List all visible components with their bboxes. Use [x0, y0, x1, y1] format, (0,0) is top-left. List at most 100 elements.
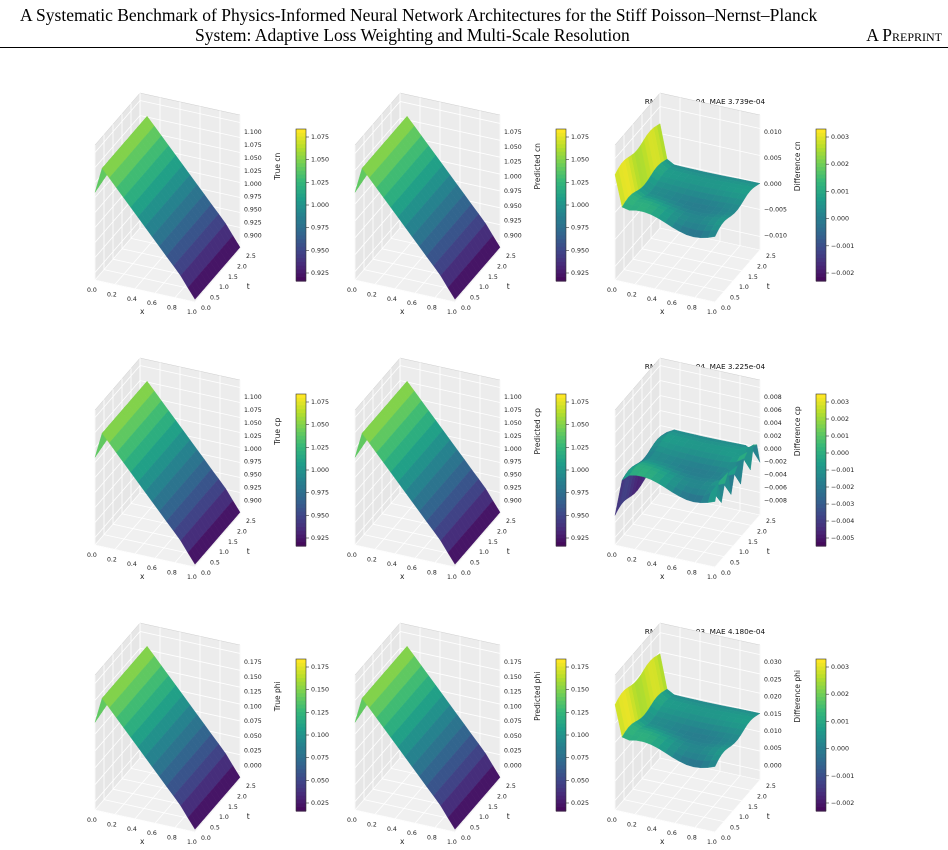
x-tick-label: 0.2 [627, 556, 637, 563]
colorbar-segment [296, 803, 306, 808]
t-tick-label: 2.0 [497, 793, 507, 800]
colorbar-segment [816, 538, 826, 543]
colorbar-segment [296, 538, 306, 543]
page-header: A Systematic Benchmark of Physics-Inform… [0, 0, 948, 48]
x-tick-label: 1.0 [707, 839, 717, 846]
colorbar-segment [296, 170, 306, 176]
z-axis-label: True phi [273, 681, 282, 712]
t-axis-label: t [767, 282, 770, 291]
panel-diff-cn: Difference cn 0.0 0.2 0.4 0.6 0.8 1.0 x 0.0 0.5 1.… [607, 92, 854, 316]
grid-line [94, 115, 141, 168]
z-tick-label: 0.025 [244, 748, 262, 755]
colorbar-segment [296, 201, 306, 206]
figure-3d-surface-grid: RMSE 6.613e-04, MAE 3.739e-04True cn0.00… [87, 92, 854, 846]
colorbar-segment [816, 795, 826, 801]
colorbar-segment [816, 409, 826, 414]
colorbar-segment [816, 208, 826, 214]
colorbar-segment [296, 155, 306, 160]
colorbar-segment [556, 424, 566, 429]
colorbar-segment [296, 435, 306, 441]
colorbar-segment [296, 527, 306, 532]
grid-line [354, 380, 401, 433]
colorbar-segment [816, 140, 826, 145]
colorbar-segment [556, 712, 566, 717]
colorbar-tick-label: 0.075 [571, 755, 589, 762]
grid-line [623, 269, 725, 292]
colorbar-tick-label: 1.050 [311, 422, 329, 429]
colorbar-segment [556, 780, 566, 785]
t-tick-label: 2.0 [757, 263, 767, 270]
x-tick-label: 0.8 [427, 835, 437, 842]
colorbar-tick-label: −0.001 [831, 467, 854, 474]
colorbar-segment [816, 394, 826, 399]
z-tick-label: 0.975 [244, 194, 262, 201]
colorbar-frame [815, 128, 827, 282]
grid-line [650, 238, 752, 261]
panel-pred-cp: Predicted cp 0.0 0.2 0.4 0.6 0.8 1.0 x 0.0 0.5 1.0… [347, 357, 589, 581]
colorbar-segment [816, 784, 826, 789]
colorbar-tick-label: 0.925 [571, 535, 589, 542]
grid-line [103, 799, 205, 822]
x-tick-label: 0.4 [387, 296, 397, 303]
colorbar-segment [816, 144, 826, 149]
t-axis-label: t [507, 282, 510, 291]
z-tick-label: 1.025 [504, 433, 522, 440]
x-tick-label: 0.6 [407, 565, 417, 572]
surface-facet [447, 813, 459, 830]
colorbar-tick-label: 0.150 [571, 687, 589, 694]
grid-line [614, 395, 661, 448]
grid-line [399, 117, 501, 141]
colorbar-segment [556, 420, 566, 425]
colorbar-segment [816, 129, 826, 134]
grid-line [614, 279, 716, 303]
colorbar-segment [556, 439, 566, 444]
colorbar-tick-label: 0.003 [831, 134, 849, 141]
colorbar-segment [556, 277, 566, 282]
grid-line [641, 248, 743, 272]
colorbar-segment [556, 224, 566, 229]
x-tick-label: 0.8 [427, 305, 437, 312]
colorbar-segment [556, 769, 566, 774]
colorbar-segment [296, 174, 306, 179]
colorbar-segment [556, 693, 566, 698]
colorbar-segment [296, 477, 306, 482]
z-tick-label: 0.010 [764, 129, 782, 136]
grid-line [354, 485, 401, 538]
colorbar-segment [556, 534, 566, 539]
x-tick-label: 0.6 [667, 830, 677, 837]
z-tick-label: −0.008 [764, 497, 787, 504]
colorbar-segment [296, 243, 306, 248]
colorbar-segment [816, 167, 826, 172]
colorbar-segment [296, 454, 306, 460]
z-tick-label: 0.950 [244, 472, 262, 479]
z-tick-label: 0.950 [244, 207, 262, 214]
surface-facet [707, 759, 719, 768]
grid-line [103, 269, 205, 292]
colorbar-tick-label: 0.125 [311, 709, 329, 716]
colorbar-tick-label: 0.975 [571, 490, 589, 497]
colorbar-segment [556, 473, 566, 479]
t-tick-label: 0.5 [210, 295, 220, 302]
z-tick-label: 0.925 [504, 485, 522, 492]
colorbar-segment [816, 189, 826, 195]
colorbar-tick-label: 0.925 [311, 270, 329, 277]
grid-line [632, 788, 734, 812]
colorbar-segment [556, 231, 566, 236]
colorbar-segment [816, 662, 826, 668]
colorbar-segment [816, 212, 826, 217]
colorbar-segment [296, 262, 306, 267]
z-tick-label: 0.900 [244, 497, 262, 504]
colorbar-segment [816, 674, 826, 679]
panel-pred-cn: Predicted cn 0.0 0.2 0.4 0.6 0.8 1.0 x 0.0 0.5 1.0… [347, 92, 589, 316]
colorbar-segment [556, 269, 566, 274]
colorbar-segment [556, 443, 566, 448]
grid-line [114, 762, 161, 815]
x-axis-label: x [140, 572, 145, 581]
t-tick-label: 1.0 [219, 284, 229, 291]
colorbar-segment [816, 799, 826, 804]
grid-line [614, 632, 661, 685]
colorbar-segment [816, 174, 826, 179]
colorbar-segment [296, 666, 306, 671]
colorbar-segment [296, 489, 306, 494]
grid-line [354, 631, 401, 684]
